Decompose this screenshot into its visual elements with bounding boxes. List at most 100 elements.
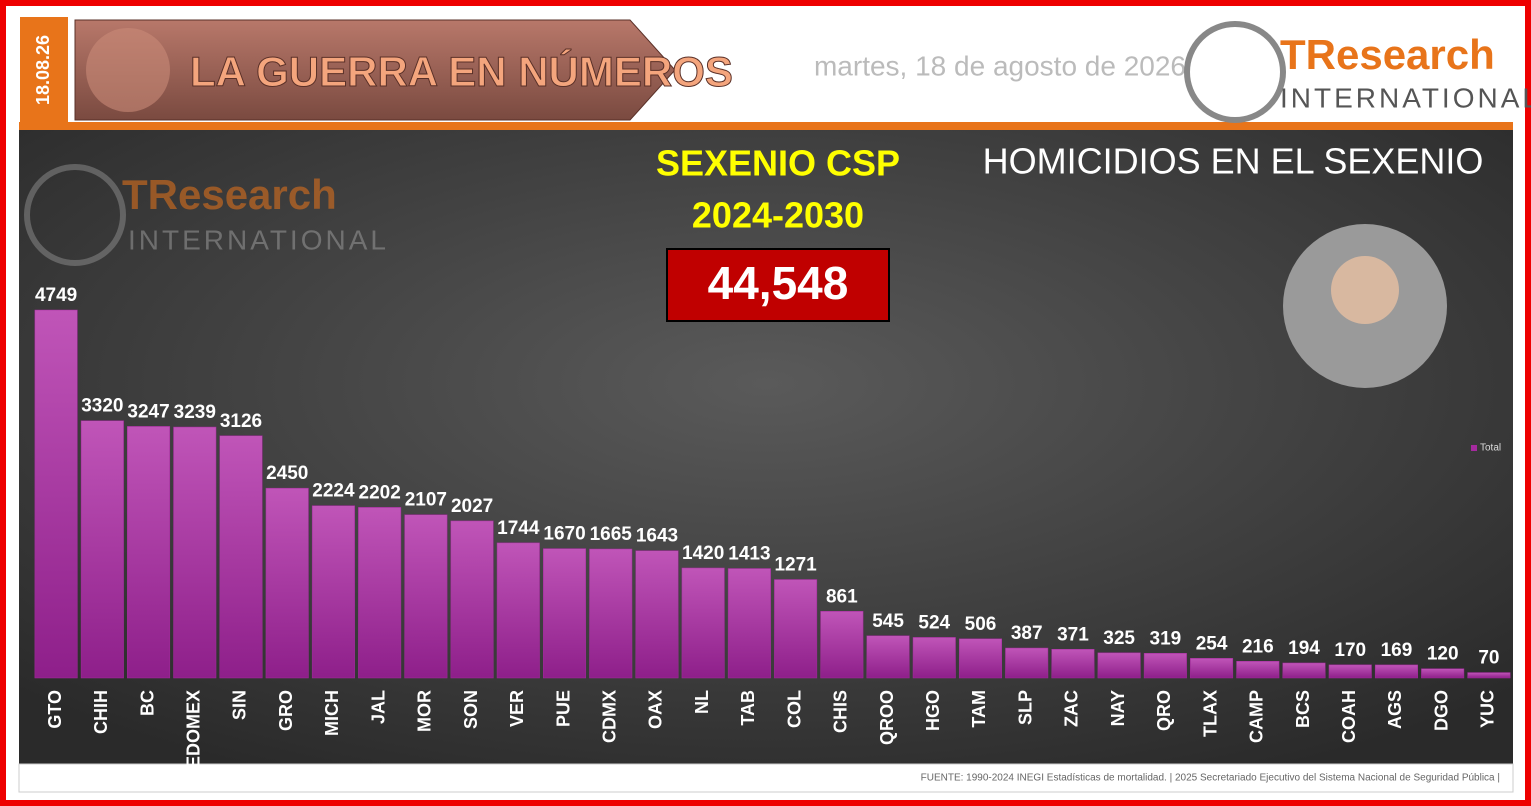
period-title: SEXENIO CSP <box>656 143 900 184</box>
bar <box>589 548 633 679</box>
period: 2024-2030 <box>692 195 864 236</box>
legend-swatch <box>1471 445 1477 451</box>
bar <box>727 568 771 679</box>
bar <box>34 309 78 679</box>
logo-sub: INTERNATIONAL <box>1280 82 1531 113</box>
x-tick-label: NL <box>692 690 712 714</box>
bar <box>635 550 679 679</box>
x-tick-label: ZAC <box>1062 690 1082 727</box>
bar <box>774 579 818 679</box>
value-label: 1665 <box>590 524 633 545</box>
bar <box>958 638 1002 679</box>
bar <box>496 542 540 679</box>
title-banner <box>74 19 676 121</box>
value-label: 1413 <box>728 544 770 565</box>
value-label: 2450 <box>266 463 308 484</box>
value-label: 3126 <box>220 411 262 432</box>
bar <box>311 505 355 679</box>
x-tick-label: EDOMEX <box>184 690 204 768</box>
value-label: 2224 <box>312 481 355 502</box>
x-tick-label: YUC <box>1478 690 1498 728</box>
x-tick-label: MOR <box>415 690 435 732</box>
value-label: 524 <box>918 612 950 633</box>
bar <box>1467 672 1511 679</box>
value-label: 216 <box>1242 636 1274 657</box>
bar <box>1051 649 1095 679</box>
bar <box>912 637 956 679</box>
value-label: 1670 <box>543 524 585 545</box>
value-label: 169 <box>1381 640 1413 661</box>
x-tick-label: QRO <box>1154 690 1174 731</box>
bar <box>1097 652 1141 679</box>
value-label: 2107 <box>405 490 447 511</box>
bar <box>543 548 587 679</box>
value-label: 1271 <box>774 555 817 576</box>
bar <box>820 611 864 679</box>
x-tick-label: BCS <box>1293 690 1313 728</box>
x-tick-label: SIN <box>230 690 250 720</box>
bar <box>265 487 309 679</box>
watermark-ring <box>24 164 126 266</box>
footer-band <box>18 763 1514 793</box>
x-tick-label: SLP <box>1015 690 1035 725</box>
bar <box>1236 661 1280 679</box>
total-box <box>666 248 890 322</box>
source: FUENTE: 1990-2024 INEGI Estadísticas de … <box>921 773 1500 784</box>
x-tick-label: DGO <box>1431 690 1451 731</box>
bar <box>450 520 494 679</box>
header-date: martes, 18 de agosto de 2026 <box>814 50 1186 81</box>
watermark-name: TResearch <box>122 171 337 218</box>
bar <box>219 435 263 679</box>
value-label: 3320 <box>81 396 123 417</box>
date-tag: 18.08.26 <box>33 35 53 105</box>
banner-emblem <box>86 28 170 112</box>
value-label: 371 <box>1057 624 1089 645</box>
value-label: 254 <box>1196 633 1228 654</box>
value-label: 319 <box>1150 628 1182 649</box>
x-tick-label: CDMX <box>599 690 619 743</box>
bar <box>1282 662 1326 679</box>
bar <box>1143 653 1187 679</box>
bar <box>1374 664 1418 679</box>
x-tick-label: GTO <box>45 690 65 729</box>
value-label: 70 <box>1478 648 1499 669</box>
x-tick-label: HGO <box>923 690 943 731</box>
x-tick-label: COL <box>784 690 804 728</box>
value-label: 2027 <box>451 496 493 517</box>
x-tick-label: COAH <box>1339 690 1359 743</box>
bar <box>1421 668 1465 679</box>
value-label: 4749 <box>35 285 77 306</box>
x-tick-label: SON <box>461 690 481 729</box>
plot: 4749 GTO 3320 CHIH 3247 BC 3239 EDOMEX 3126 SIN 24… <box>34 285 1511 768</box>
x-tick-label: CHIH <box>91 690 111 734</box>
value-label: 3247 <box>127 401 169 422</box>
bar <box>173 426 217 679</box>
value-label: 194 <box>1288 638 1320 659</box>
value-label: 325 <box>1103 628 1135 649</box>
value-label: 387 <box>1011 623 1043 644</box>
bar <box>127 426 171 679</box>
x-tick-label: AGS <box>1385 690 1405 729</box>
chart-title: HOMICIDIOS EN EL SEXENIO <box>983 141 1484 182</box>
x-tick-label: MICH <box>322 690 342 736</box>
value-label: 3239 <box>174 402 216 423</box>
portrait-face <box>1331 256 1399 324</box>
bar <box>681 567 725 679</box>
bar <box>866 635 910 679</box>
logo-name: TResearch <box>1280 31 1495 78</box>
x-tick-label: GRO <box>276 690 296 731</box>
bar <box>1190 658 1234 679</box>
value-label: 1744 <box>497 518 540 539</box>
value-label: 120 <box>1427 644 1459 665</box>
x-tick-label: CHIS <box>831 690 851 733</box>
x-tick-label: CAMP <box>1247 690 1267 743</box>
x-tick-label: BC <box>137 690 157 716</box>
value-label: 545 <box>872 611 904 632</box>
logo-ring <box>1184 21 1286 123</box>
date-tag-box <box>20 17 68 122</box>
value-label: 506 <box>965 614 997 635</box>
watermark-sub: INTERNATIONAL <box>128 224 389 255</box>
value-label: 861 <box>826 586 858 607</box>
x-tick-label: VER <box>507 690 527 727</box>
header-title: LA GUERRA EN NÚMEROS <box>190 47 733 95</box>
